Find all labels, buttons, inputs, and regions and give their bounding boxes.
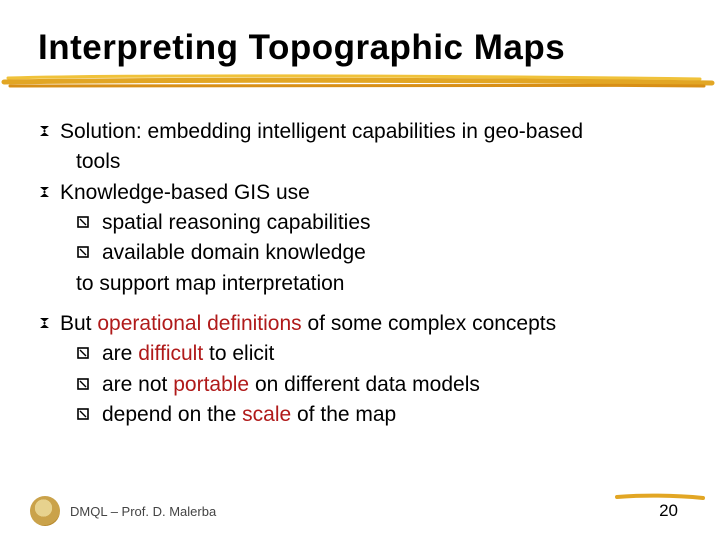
bullet-level2: depend on the scale of the map xyxy=(76,401,682,429)
highlight-text: portable xyxy=(173,373,249,396)
page-number-value: 20 xyxy=(659,501,678,520)
bullet-level1: Knowledge-based GIS use xyxy=(38,179,682,207)
bullet-text-cont: tools xyxy=(76,148,682,176)
slide-body: Solution: embedding intelligent capabili… xyxy=(38,118,682,429)
footer-text: DMQL – Prof. D. Malerba xyxy=(70,504,216,519)
text-frag: of some complex concepts xyxy=(302,312,556,335)
y-bullet-icon xyxy=(76,239,102,267)
y-bullet-icon xyxy=(76,340,102,368)
slide-title: Interpreting Topographic Maps xyxy=(38,28,682,68)
slide-footer: DMQL – Prof. D. Malerba 20 xyxy=(0,496,720,526)
footer-left: DMQL – Prof. D. Malerba xyxy=(30,496,216,526)
brush-stroke-icon xyxy=(0,74,720,88)
text-frag: are xyxy=(102,342,138,365)
text-frag: on different data models xyxy=(249,373,480,396)
seal-icon xyxy=(30,496,60,526)
bullet-level2: available domain knowledge xyxy=(76,239,682,267)
bullet-level2: are not portable on different data model… xyxy=(76,371,682,399)
bullet-text: are not portable on different data model… xyxy=(102,371,480,399)
bullet-text: are difficult to elicit xyxy=(102,340,274,368)
bullet-text: But operational definitions of some comp… xyxy=(60,310,556,338)
brush-stroke-icon xyxy=(615,493,705,501)
y-bullet-icon xyxy=(76,371,102,399)
page-number: 20 xyxy=(659,501,678,521)
z-bullet-icon xyxy=(38,310,60,338)
bullet-level2: are difficult to elicit xyxy=(76,340,682,368)
bullet-level1: Solution: embedding intelligent capabili… xyxy=(38,118,682,146)
text-frag: are not xyxy=(102,373,173,396)
bullet-text: depend on the scale of the map xyxy=(102,401,396,429)
highlight-text: operational definitions xyxy=(97,312,301,335)
bullet-text: available domain knowledge xyxy=(102,239,366,267)
bullet-text: spatial reasoning capabilities xyxy=(102,209,371,237)
text-frag: But xyxy=(60,312,97,335)
text-frag: depend on the xyxy=(102,403,242,426)
y-bullet-icon xyxy=(76,209,102,237)
z-bullet-icon xyxy=(38,179,60,207)
bullet-text: Knowledge-based GIS use xyxy=(60,179,310,207)
text-frag: of the map xyxy=(291,403,396,426)
bullet-level1: But operational definitions of some comp… xyxy=(38,310,682,338)
highlight-text: scale xyxy=(242,403,291,426)
slide: Interpreting Topographic Maps Solution: … xyxy=(0,0,720,540)
title-underline xyxy=(38,74,682,92)
bullet-text: Solution: embedding intelligent capabili… xyxy=(60,118,583,146)
highlight-text: difficult xyxy=(138,342,203,365)
bullet-level2: spatial reasoning capabilities xyxy=(76,209,682,237)
bullet-tail: to support map interpretation xyxy=(76,270,682,298)
z-bullet-icon xyxy=(38,118,60,146)
y-bullet-icon xyxy=(76,401,102,429)
text-frag: to elicit xyxy=(203,342,274,365)
